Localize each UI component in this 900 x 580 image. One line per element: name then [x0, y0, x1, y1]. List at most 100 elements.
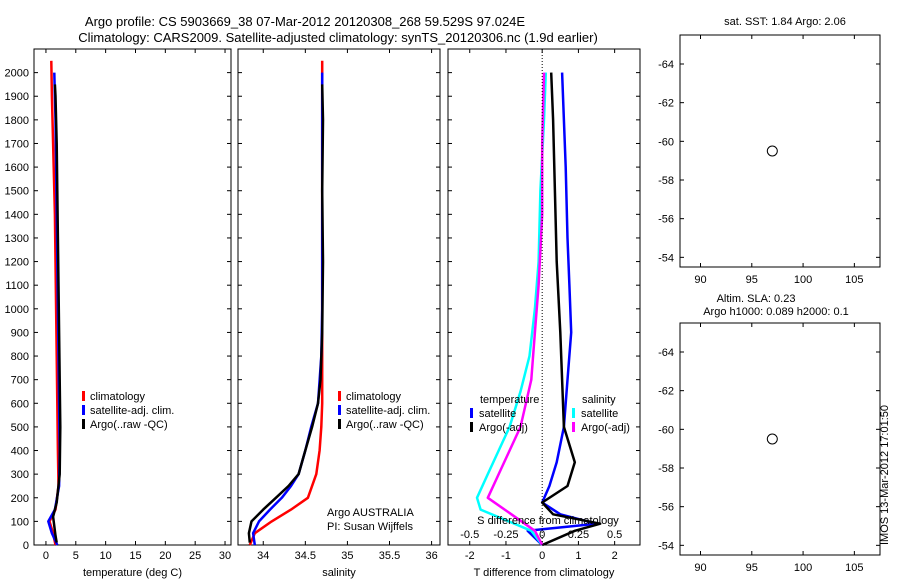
temperature-y-tick-label: 1200: [5, 257, 29, 269]
difference-s-tick-label: -0.5: [460, 529, 479, 541]
temperature-series-line: [51, 84, 62, 543]
salinity-x-tick-label: 35.5: [379, 550, 400, 562]
temperature-y-tick-label: 1100: [5, 280, 29, 292]
difference-legend-label: satellite: [479, 408, 516, 420]
temperature-y-tick-label: 0: [23, 540, 29, 552]
difference-legend-swatch: [572, 408, 575, 418]
temperature-panel: 0 5 10 15 20 25 300100200300400500600700800900…: [5, 48, 232, 579]
temperature-x-tick-label: 20: [159, 550, 171, 562]
salinity-axes-frame: [237, 48, 441, 546]
temperature-legend-label: Argo(..raw -QC): [90, 419, 168, 431]
sst_map-y-tick-label: -60: [658, 136, 674, 148]
salinity-x-tick-label: 35: [341, 550, 353, 562]
difference-s-tick-label: 0.25: [568, 529, 589, 541]
salinity-series-line: [251, 72, 324, 546]
temperature-y-tick-label: 300: [11, 469, 29, 481]
temperature-x-tick-label: 25: [189, 550, 201, 562]
difference-legend-swatch: [470, 408, 473, 418]
sst_map-axes-frame: [679, 34, 881, 268]
salinity-legend-swatch: [338, 405, 341, 415]
sla_map-x-tick-label: 95: [746, 562, 758, 574]
sla_map-y-tick-label: -62: [658, 386, 674, 398]
temperature-y-tick-label: 700: [11, 375, 29, 387]
salinity-x-tick-label: 34.5: [295, 550, 316, 562]
salinity-annotation-line: PI: Susan Wijffels: [327, 521, 413, 533]
temperature-y-tick-label: 400: [11, 446, 29, 458]
sst_map-argo-position-marker: [766, 145, 778, 157]
sla_map-y-tick-label: -56: [658, 502, 674, 514]
temperature-y-tick-label: 1300: [5, 233, 29, 245]
difference-series-line: [540, 72, 602, 547]
difference-s-axis-label: S difference from climatology: [477, 515, 619, 527]
difference-series-line: [486, 72, 546, 546]
salinity-legend-label: Argo(..raw -QC): [346, 419, 424, 431]
temperature-x-tick-label: 5: [73, 550, 79, 562]
difference-x-tick-label: -1: [501, 550, 511, 562]
salinity-series-line: [248, 60, 324, 546]
temperature-y-tick-label: 1600: [5, 162, 29, 174]
salinity-legend-label: climatology: [346, 391, 402, 403]
salinity-legend-label: satellite-adj. clim.: [346, 405, 430, 417]
temperature-y-tick-label: 1400: [5, 209, 29, 221]
temperature-y-tick-label: 900: [11, 327, 29, 339]
difference-legend-swatch: [470, 422, 473, 432]
figure-title-line2: Climatology: CARS2009. Satellite-adjuste…: [78, 30, 598, 45]
difference-legend-group-title: temperature: [480, 394, 539, 406]
salinity-series-line: [247, 84, 325, 543]
salinity-x-axis-label: salinity: [322, 567, 356, 579]
temperature-x-tick-label: 10: [100, 550, 112, 562]
sst_map-y-tick-label: -62: [658, 98, 674, 110]
charts-layer: 0 5 10 15 20 25 300100200300400500600700800900…: [5, 16, 881, 579]
temperature-y-tick-label: 1800: [5, 115, 29, 127]
difference-x-tick-label: 0: [539, 550, 545, 562]
temperature-legend-label: satellite-adj. clim.: [90, 405, 174, 417]
difference-legend-label: satellite: [581, 408, 618, 420]
temperature-y-tick-label: 1700: [5, 138, 29, 150]
difference-legend-label: Argo(-adj): [479, 422, 528, 434]
sla_map-x-tick-label: 105: [845, 562, 863, 574]
temperature-legend-swatch: [82, 419, 85, 429]
sst_map-x-tick-label: 95: [746, 274, 758, 286]
temperature-y-tick-label: 1000: [5, 304, 29, 316]
difference-x-axis-label: T difference from climatology: [474, 567, 615, 579]
difference-legend-label: Argo(-adj): [581, 422, 630, 434]
temperature-legend-label: climatology: [90, 391, 146, 403]
temperature-x-tick-label: 15: [129, 550, 141, 562]
sla_map-argo-position-marker: [766, 433, 778, 445]
difference-s-tick-label: 0.5: [607, 529, 622, 541]
sla_map-y-tick-label: -60: [658, 424, 674, 436]
sla-map-title: Altim. SLA: 0.23: [717, 293, 796, 305]
temperature-y-tick-label: 100: [11, 516, 29, 528]
sst-map-title: sat. SST: 1.84 Argo: 2.06: [724, 16, 846, 28]
temperature-x-tick-label: 30: [219, 550, 231, 562]
temperature-y-tick-label: 1900: [5, 91, 29, 103]
salinity-legend-swatch: [338, 391, 341, 401]
temperature-y-tick-label: 600: [11, 398, 29, 410]
difference-s-tick-label: -0.25: [493, 529, 518, 541]
temperature-x-axis-label: temperature (deg C): [83, 567, 182, 579]
temperature-y-tick-label: 1500: [5, 186, 29, 198]
temperature-y-tick-label: 200: [11, 493, 29, 505]
salinity-x-tick-label: 36: [425, 550, 437, 562]
sst_map-y-tick-label: -64: [658, 59, 674, 71]
temperature-y-tick-label: 2000: [5, 68, 29, 80]
sst_map-y-tick-label: -58: [658, 175, 674, 187]
sla_map-y-tick-label: -54: [658, 540, 674, 552]
temperature-legend-swatch: [82, 405, 85, 415]
sst_map-y-tick-label: -56: [658, 214, 674, 226]
difference-legend-group-title: salinity: [582, 394, 616, 406]
temperature-axes-frame: [33, 48, 232, 546]
difference-series-line: [475, 72, 548, 546]
sst_map-x-tick-label: 105: [845, 274, 863, 286]
imos-timestamp-stamp: IMOS 13-Mar-2012 17:01:50: [879, 405, 891, 545]
sla_map-panel: 90 95 100 105 -54 -56 -58 -60 -62 -64 Altim. SLA: …: [658, 293, 881, 574]
difference-x-tick-label: 1: [575, 550, 581, 562]
sla_map-y-tick-label: -64: [658, 347, 674, 359]
difference-legend-swatch: [572, 422, 575, 432]
figure-title-line1: Argo profile: CS 5903669_38 07-Mar-2012 …: [85, 14, 526, 29]
sst_map-x-tick-label: 100: [794, 274, 812, 286]
temperature-x-tick-label: 0: [43, 550, 49, 562]
sst_map-y-tick-label: -54: [658, 252, 674, 264]
sla_map-axes-frame: [679, 322, 881, 556]
